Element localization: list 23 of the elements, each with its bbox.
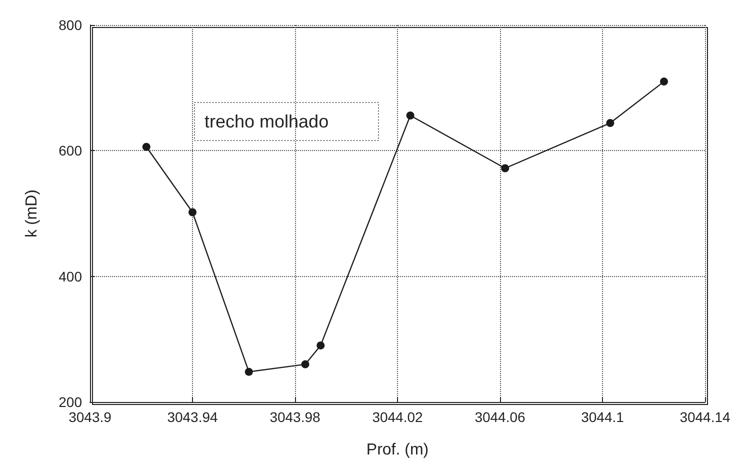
point	[660, 78, 668, 86]
y-axis-title: k (mD)	[24, 190, 40, 238]
x-tick-label: 3043.94	[167, 409, 218, 425]
point	[406, 111, 414, 120]
x-tick-label: 3043.9	[68, 409, 112, 425]
y-tick-label: 400	[58, 268, 82, 284]
x-tick-label: 3044.02	[372, 409, 424, 425]
x-tick-label: 3044.1	[581, 409, 624, 425]
y-tick-label: 200	[58, 394, 82, 410]
point	[244, 368, 253, 376]
point	[188, 208, 196, 216]
annotation: trecho molhado	[204, 112, 329, 132]
x-tick-label: 3044.06	[474, 409, 526, 425]
point	[316, 341, 325, 350]
point	[142, 142, 150, 151]
y-tick-label: 800	[58, 17, 82, 33]
point	[301, 360, 310, 368]
point	[606, 119, 614, 128]
x-axis-title: Prof. (m)	[366, 442, 429, 458]
x-tick-label: 3044.14	[680, 409, 731, 425]
point	[501, 164, 510, 172]
y-tick-label: 600	[58, 142, 82, 159]
x-tick-label: 3043.98	[270, 409, 321, 425]
